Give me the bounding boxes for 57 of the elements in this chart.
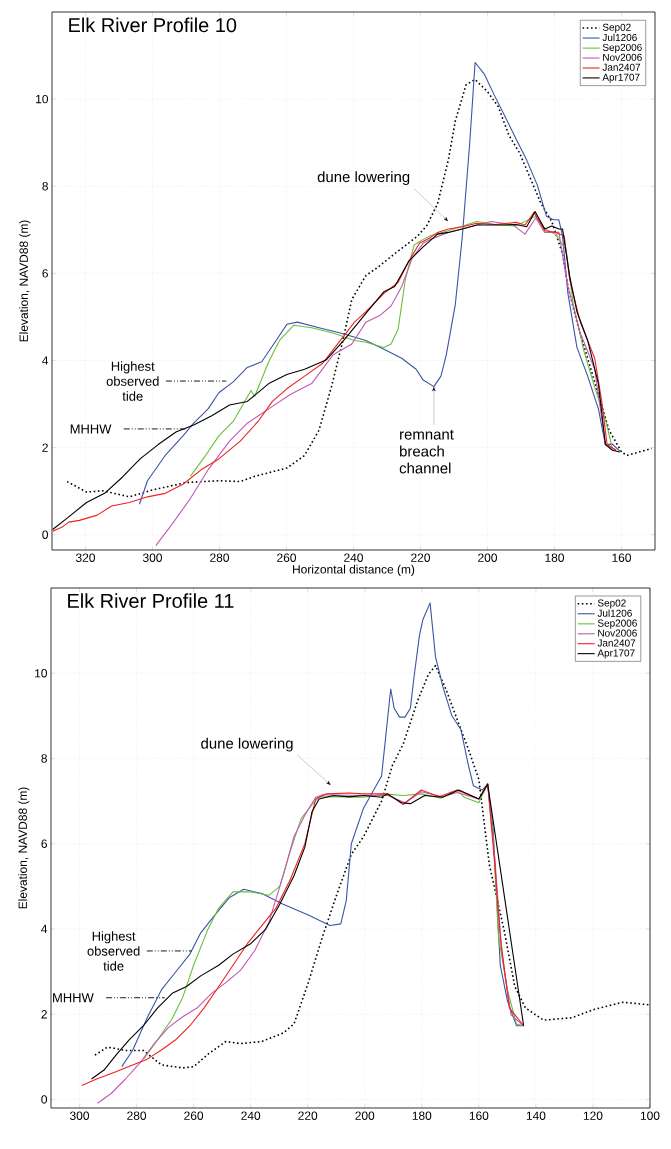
- annotation: remnant breach channel: [399, 429, 454, 474]
- legend-label: Jul1206: [597, 609, 632, 617]
- legend-label: Sep02: [602, 23, 631, 33]
- x-tick-label: 200: [355, 1111, 375, 1120]
- chart-title: Elk River Profile 11: [68, 593, 234, 608]
- annotation: Highest observed tide: [87, 931, 140, 971]
- legend-label: Jan2407: [597, 639, 636, 647]
- y-tick-label: 8: [42, 182, 48, 191]
- legend-label: Sep02: [597, 599, 626, 609]
- x-tick-label: 280: [210, 553, 229, 562]
- annotation: MHHW: [53, 993, 94, 1003]
- legend-label: Jul1206: [602, 33, 637, 41]
- x-tick-label: 100: [640, 1111, 660, 1120]
- y-tick-label: 0: [42, 530, 49, 539]
- y-axis-title: Elevation, NAVD88 (m): [19, 220, 31, 342]
- legend-label: Apr1707: [602, 73, 640, 83]
- x-tick-label: 240: [241, 1111, 261, 1120]
- x-tick-label: 320: [75, 553, 95, 562]
- x-tick-label: 300: [70, 1111, 90, 1120]
- x-tick-label: 280: [127, 1111, 147, 1120]
- x-tick-label: 160: [612, 553, 631, 562]
- y-tick-label: 4: [42, 356, 49, 365]
- x-tick-label: 240: [344, 553, 363, 562]
- legend-label: Nov2006: [603, 53, 642, 61]
- y-tick-label: 2: [41, 1010, 47, 1019]
- x-tick-label: 200: [478, 553, 497, 562]
- y-tick-label: 10: [35, 669, 48, 678]
- annotation: dune lowering: [201, 737, 293, 752]
- x-tick-label: 160: [469, 1111, 489, 1120]
- annotation: Highest observed tide: [106, 361, 159, 401]
- y-tick-label: 8: [41, 754, 47, 763]
- y-tick-label: 6: [42, 269, 48, 278]
- x-tick-label: 140: [526, 1111, 546, 1120]
- legend-label: Sep2006: [597, 619, 637, 629]
- y-tick-label: 6: [41, 839, 47, 848]
- legend-label: Jan2407: [602, 63, 641, 71]
- x-tick-label: 180: [412, 1111, 432, 1120]
- y-tick-label: 4: [41, 924, 48, 934]
- x-tick-label: 300: [142, 553, 162, 562]
- x-tick-label: 220: [298, 1111, 318, 1120]
- x-tick-label: 220: [411, 553, 430, 562]
- x-tick-label: 120: [583, 1111, 603, 1120]
- x-tick-label: 180: [545, 553, 564, 562]
- annotation: dune lowering: [317, 171, 410, 186]
- y-axis-title: Elevation, NAVD88 (m): [18, 787, 30, 909]
- chart-title: Elk River Profile 10: [69, 17, 237, 33]
- annotation: MHHW: [70, 424, 112, 434]
- x-axis-title: Horizontal distance (m): [293, 564, 415, 576]
- line-series: [189, 215, 613, 477]
- y-tick-label: 2: [42, 443, 48, 452]
- y-tick-label: 0: [41, 1095, 48, 1104]
- x-tick-label: 260: [277, 553, 296, 562]
- legend-label: Nov2006: [598, 629, 637, 637]
- y-tick-label: 10: [36, 94, 49, 104]
- legend-label: Sep2006: [602, 43, 642, 53]
- x-tick-label: 260: [184, 1111, 204, 1120]
- legend-label: Apr1707: [597, 649, 635, 659]
